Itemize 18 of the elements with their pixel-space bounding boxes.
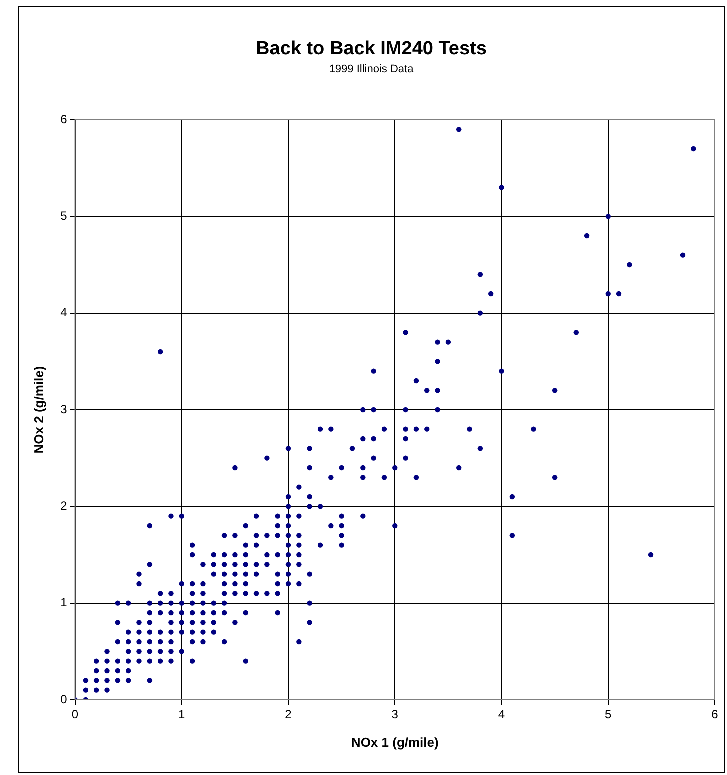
y-tick-label: 2 bbox=[60, 498, 68, 513]
x-tick-label: 4 bbox=[498, 708, 506, 722]
x-axis-title: NOx 1 (g/mile) bbox=[351, 734, 439, 750]
y-tick-label: 1 bbox=[60, 596, 68, 610]
chart-title: Back to Back IM240 Tests bbox=[256, 38, 487, 60]
y-tick-label: 6 bbox=[60, 112, 68, 126]
y-tick-label: 4 bbox=[60, 306, 68, 320]
y-tick-label: 5 bbox=[60, 208, 68, 223]
x-tick-label: 0 bbox=[72, 708, 79, 722]
x-tick-label: 5 bbox=[605, 708, 612, 722]
x-tick-label: 6 bbox=[712, 708, 719, 722]
y-axis-title: NOx 2 (g/mile) bbox=[31, 366, 46, 454]
y-tick-label: 3 bbox=[60, 402, 68, 416]
x-tick-label: 3 bbox=[392, 708, 399, 722]
chart-subtitle: 1999 Illinois Data bbox=[329, 63, 415, 76]
x-tick-label: 1 bbox=[178, 708, 186, 722]
x-tick-label: 2 bbox=[285, 708, 292, 722]
y-tick-label: 0 bbox=[60, 692, 68, 706]
